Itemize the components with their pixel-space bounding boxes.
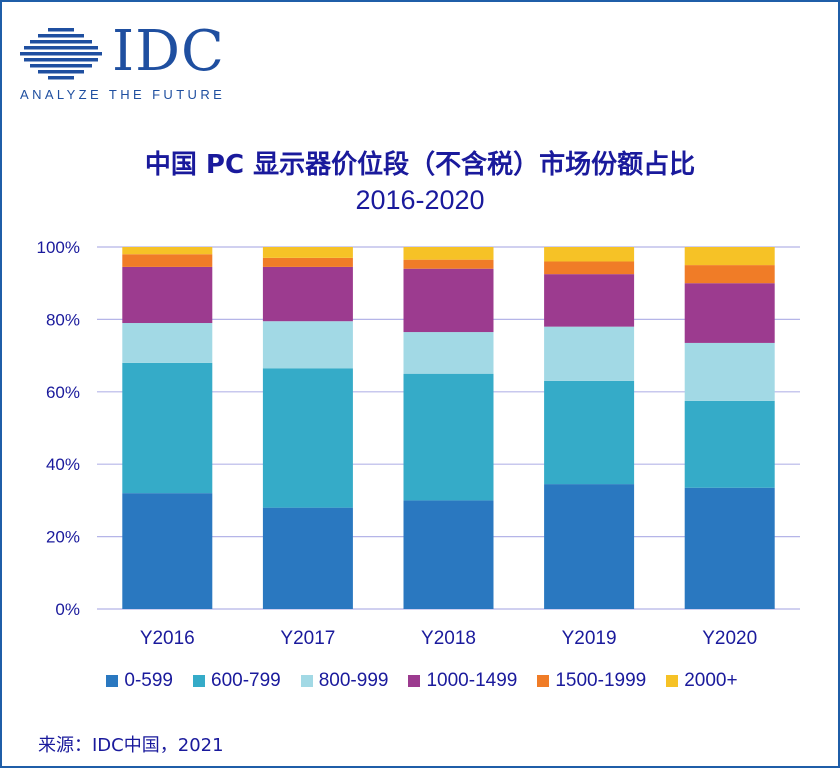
bar-segment — [544, 326, 635, 381]
legend-swatch — [193, 675, 205, 687]
chart-subtitle: 2016-2020 — [355, 185, 485, 215]
legend-label: 0-599 — [124, 670, 173, 691]
legend-label: 600-799 — [211, 670, 281, 691]
bar-segment — [122, 247, 213, 255]
legend-swatch — [106, 675, 119, 687]
source-note: 来源：IDC中国，2021 — [38, 735, 224, 756]
x-tick-label: Y2020 — [702, 628, 757, 649]
bar-segment — [544, 274, 635, 327]
legend-label: 1000-1499 — [426, 670, 518, 691]
legend-item: 0-599 — [106, 670, 173, 692]
legend-item: 600-799 — [193, 670, 281, 692]
bar-segment — [262, 257, 353, 267]
y-tick-label: 0% — [55, 600, 80, 619]
legend-swatch — [408, 675, 421, 687]
legend-swatch — [666, 675, 679, 687]
bar-segment — [544, 261, 635, 275]
bar-segment — [684, 247, 775, 266]
bar-segment — [122, 323, 213, 363]
chart-legend: 0-599 600-799 800-999 1000-1499 1500-1999 200… — [2, 670, 840, 692]
x-tick-label: Y2019 — [562, 628, 617, 649]
bar-segment — [122, 493, 213, 609]
bar-segment — [544, 247, 635, 262]
y-tick-label: 60% — [46, 383, 80, 402]
bar-segment — [544, 484, 635, 609]
legend-item: 1500-1999 — [537, 670, 646, 692]
legend-label: 2000+ — [684, 670, 738, 691]
bar-segment — [122, 362, 213, 494]
y-tick-label: 100% — [37, 238, 80, 257]
y-tick-label: 20% — [46, 528, 80, 547]
idc-globe-icon — [20, 28, 102, 80]
bar-segment — [122, 266, 213, 324]
logo-tagline: ANALYZE THE FUTURE — [20, 87, 226, 102]
x-tick-label: Y2018 — [421, 628, 476, 649]
legend-item: 1000-1499 — [408, 670, 517, 692]
legend-swatch — [300, 675, 313, 687]
bar-segment — [262, 266, 353, 322]
bar-segment — [403, 332, 494, 374]
bar-segment — [262, 507, 353, 609]
bar-segment — [544, 380, 635, 485]
y-tick-label: 80% — [46, 310, 80, 329]
bar-segment — [684, 342, 775, 401]
bar-segment — [262, 368, 353, 508]
legend-label: 1500-1999 — [555, 670, 647, 691]
x-tick-label: Y2016 — [140, 628, 195, 649]
bar-segment — [684, 265, 775, 284]
bar-segment — [403, 247, 494, 260]
stacked-bar-chart: 0% 20% 40% 60% 80% 100% Y2016 Y2017 Y2018 Y2019 Y2… — [37, 238, 800, 649]
legend-item: 800-999 — [300, 670, 389, 692]
bar-segment — [684, 400, 775, 488]
bar-segment — [684, 283, 775, 343]
bar-segment — [684, 487, 775, 609]
bar-segment — [403, 268, 494, 333]
chart-title: 中国 PC 显示器价位段（不含税）市场份额占比 — [144, 150, 696, 180]
bar-segment — [122, 254, 213, 267]
bar-segment — [262, 321, 353, 369]
y-tick-label: 40% — [46, 455, 80, 474]
logo-wordmark: IDC — [112, 19, 225, 84]
bar-segment — [403, 259, 494, 269]
legend-item: 2000+ — [666, 670, 738, 692]
x-tick-label: Y2017 — [280, 628, 335, 649]
bar-segment — [403, 500, 494, 609]
legend-label: 800-999 — [318, 670, 389, 691]
legend-swatch — [537, 675, 550, 687]
bar-segment — [403, 373, 494, 501]
bar-segment — [262, 247, 353, 258]
